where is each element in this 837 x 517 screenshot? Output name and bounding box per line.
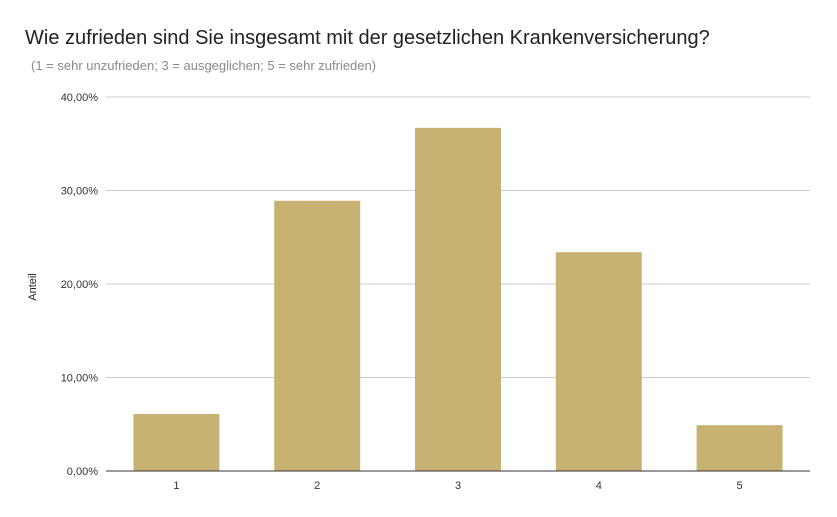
x-tick-label: 2: [314, 480, 320, 492]
x-tick-label: 4: [596, 480, 602, 492]
bar-5: [696, 425, 783, 471]
x-axis-ticks: 1 2 3 4 5: [173, 480, 742, 492]
bar-3: [415, 127, 501, 471]
bars: [133, 127, 783, 471]
y-tick-label: 40,00%: [61, 92, 99, 104]
x-tick-label: 5: [737, 480, 743, 492]
bar-1: [133, 413, 220, 471]
bar-2: [274, 200, 361, 471]
y-tick-label: 0,00%: [67, 466, 98, 478]
x-tick-label: 3: [455, 480, 461, 492]
y-axis-ticks: 0,00% 10,00% 20,00% 30,00% 40,00%: [61, 92, 99, 478]
x-tick-label: 1: [173, 480, 179, 492]
y-tick-label: 20,00%: [61, 279, 99, 291]
y-tick-label: 10,00%: [61, 373, 99, 385]
chart-subtitle: (1 = sehr unzufrieden; 3 = ausgeglichen;…: [31, 58, 377, 73]
y-axis-label: Anteil: [27, 273, 39, 301]
y-tick-label: 30,00%: [61, 186, 99, 198]
chart-title: Wie zufrieden sind Sie insgesamt mit der…: [25, 27, 710, 49]
bar-4: [555, 252, 642, 471]
